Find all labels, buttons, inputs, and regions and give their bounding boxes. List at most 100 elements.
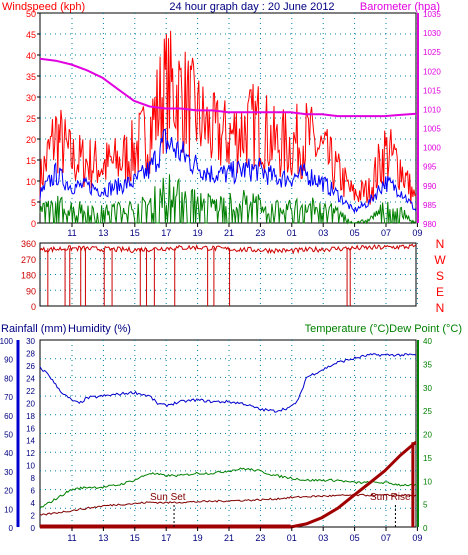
lower-time-tick-label: 11 — [67, 533, 76, 543]
windspeed-tick-label: 5 — [31, 198, 36, 208]
lower-panel-series — [39, 353, 417, 529]
rainfall-tick-label: 8 — [31, 474, 36, 483]
rainfall-tick-label: 30 — [26, 337, 35, 346]
windspeed-axis-label: Windspeed (kph) — [2, 1, 85, 13]
wind-time-tick-label: 19 — [193, 228, 203, 238]
barometer-tick-label: 1025 — [423, 48, 441, 57]
wind-time-tick-label: 01 — [287, 228, 297, 238]
lower-time-tick-label: 17 — [161, 533, 171, 543]
rainfall-tick-label: 14 — [26, 437, 35, 446]
windspeed-tick-label: 15 — [26, 156, 36, 166]
windspeed-tick-label: 10 — [26, 177, 36, 187]
lower-time-tick-label: 19 — [193, 533, 203, 543]
lower-time-tick-label: 21 — [224, 533, 234, 543]
direction-tick-label: 0 — [31, 302, 36, 312]
humidity-tick-label: 50 — [4, 431, 13, 440]
humidity-tick-label: 90 — [4, 356, 13, 365]
sunset-annotation: Sun Set — [150, 492, 186, 503]
direction-panel-grid — [40, 243, 418, 306]
lower-time-tick-label: 07 — [381, 533, 391, 543]
wind-average-line — [39, 128, 417, 214]
wind-time-tick-label: 13 — [98, 228, 108, 238]
wind-time-tick-label: 11 — [67, 228, 76, 238]
temperature-tick-label: 40 — [423, 337, 432, 346]
rainfall-tick-label: 22 — [26, 387, 35, 396]
rainfall-tick-label: 4 — [31, 499, 36, 508]
lower-time-tick-label: 05 — [350, 533, 360, 543]
humidity-tick-label: 0 — [9, 524, 14, 533]
windspeed-tick-label: 40 — [26, 51, 36, 61]
compass-label: E — [436, 285, 444, 299]
rainfall-tick-label: 26 — [26, 362, 35, 371]
rainfall-tick-label: 28 — [26, 349, 35, 358]
windspeed-tick-label: 0 — [31, 219, 36, 229]
temperature-tick-label: 35 — [423, 360, 432, 369]
barometer-tick-label: 1035 — [423, 10, 441, 19]
lower-time-tick-label: 09 — [412, 533, 422, 543]
direction-tick-label: 180 — [21, 271, 36, 281]
sunrise-annotation: Sun Rise — [370, 492, 411, 503]
temperature-tick-label: 5 — [423, 501, 428, 510]
wind-time-tick-label: 23 — [255, 228, 265, 238]
chart-title: 24 hour graph day : 20 June 2012 — [169, 1, 334, 13]
barometer-tick-label: 1015 — [423, 86, 441, 95]
wind-panel-grid — [40, 13, 418, 223]
rainfall-tick-label: 0 — [31, 524, 36, 533]
humidity-tick-label: 30 — [4, 468, 13, 477]
windspeed-tick-label: 25 — [26, 114, 36, 124]
direction-tick-label: 270 — [21, 255, 36, 265]
wind-minimum-line — [39, 174, 417, 225]
lower-time-tick-label: 01 — [287, 533, 297, 543]
lower-time-axis: 11 13 15 17 19 21 23 01 03 05 07 09 — [67, 505, 422, 543]
wind-gust-line — [39, 30, 417, 205]
temperature-tick-label: 30 — [423, 384, 432, 393]
barometer-tick-label: 1005 — [423, 125, 441, 134]
barometer-tick-label: 995 — [423, 163, 437, 172]
humidity-tick-label: 10 — [4, 505, 13, 514]
temperature-axis: 0 5 10 15 20 25 30 35 40 — [417, 337, 432, 533]
humidity-axis: 0 10 20 30 40 50 60 70 80 90 100 — [0, 337, 20, 533]
barometer-tick-label: 990 — [423, 182, 437, 191]
wind-time-tick-label: 15 — [130, 228, 140, 238]
rainfall-tick-label: 24 — [26, 374, 35, 383]
wind-time-axis: 11 13 15 17 19 21 23 01 03 05 07 09 — [67, 223, 422, 238]
humidity-tick-label: 40 — [4, 449, 13, 458]
compass-label: N — [436, 237, 445, 251]
rainfall-tick-label: 12 — [26, 449, 35, 458]
direction-panel-frame — [39, 242, 417, 307]
temperature-tick-label: 25 — [423, 407, 432, 416]
humidity-tick-label: 100 — [0, 337, 14, 346]
wind-direction-line — [39, 243, 417, 255]
direction-tick-label: 360 — [21, 239, 36, 249]
humidity-tick-label: 20 — [4, 487, 13, 496]
compass-label: W — [434, 253, 446, 267]
compass-label: S — [436, 269, 444, 283]
compass-label: N — [436, 301, 445, 315]
barometer-tick-label: 1000 — [423, 144, 441, 153]
lower-time-tick-label: 15 — [130, 533, 140, 543]
wind-panel-series — [39, 30, 417, 225]
rainfall-tick-label: 6 — [31, 487, 36, 496]
temperature-dewpoint-axis-label: Temperature (°C)Dew Point (°C) — [305, 323, 462, 335]
rainfall-tick-label: 2 — [31, 512, 36, 521]
rainfall-tick-label: 16 — [26, 424, 35, 433]
humidity-tick-label: 80 — [4, 374, 13, 383]
barometer-axis-label: Barometer (hpa) — [360, 1, 440, 13]
barometer-axis: 980 985 990 995 1000 1005 1010 1015 1020 1025 1030… — [417, 10, 441, 229]
rainfall-axis-label: Rainfall (mm) — [1, 323, 66, 335]
lower-time-tick-label: 13 — [98, 533, 108, 543]
humidity-axis-label: Humidity (%) — [68, 323, 131, 335]
windspeed-axis: 0 5 10 15 20 25 30 35 40 45 50 — [26, 9, 40, 229]
rainfall-tick-label: 10 — [26, 462, 35, 471]
wind-time-tick-label: 07 — [381, 228, 391, 238]
wind-time-tick-label: 09 — [412, 228, 422, 238]
temperature-tick-label: 15 — [423, 454, 432, 463]
wind-time-tick-label: 17 — [161, 228, 171, 238]
rainfall-tick-label: 20 — [26, 399, 35, 408]
wind-time-tick-label: 03 — [318, 228, 328, 238]
